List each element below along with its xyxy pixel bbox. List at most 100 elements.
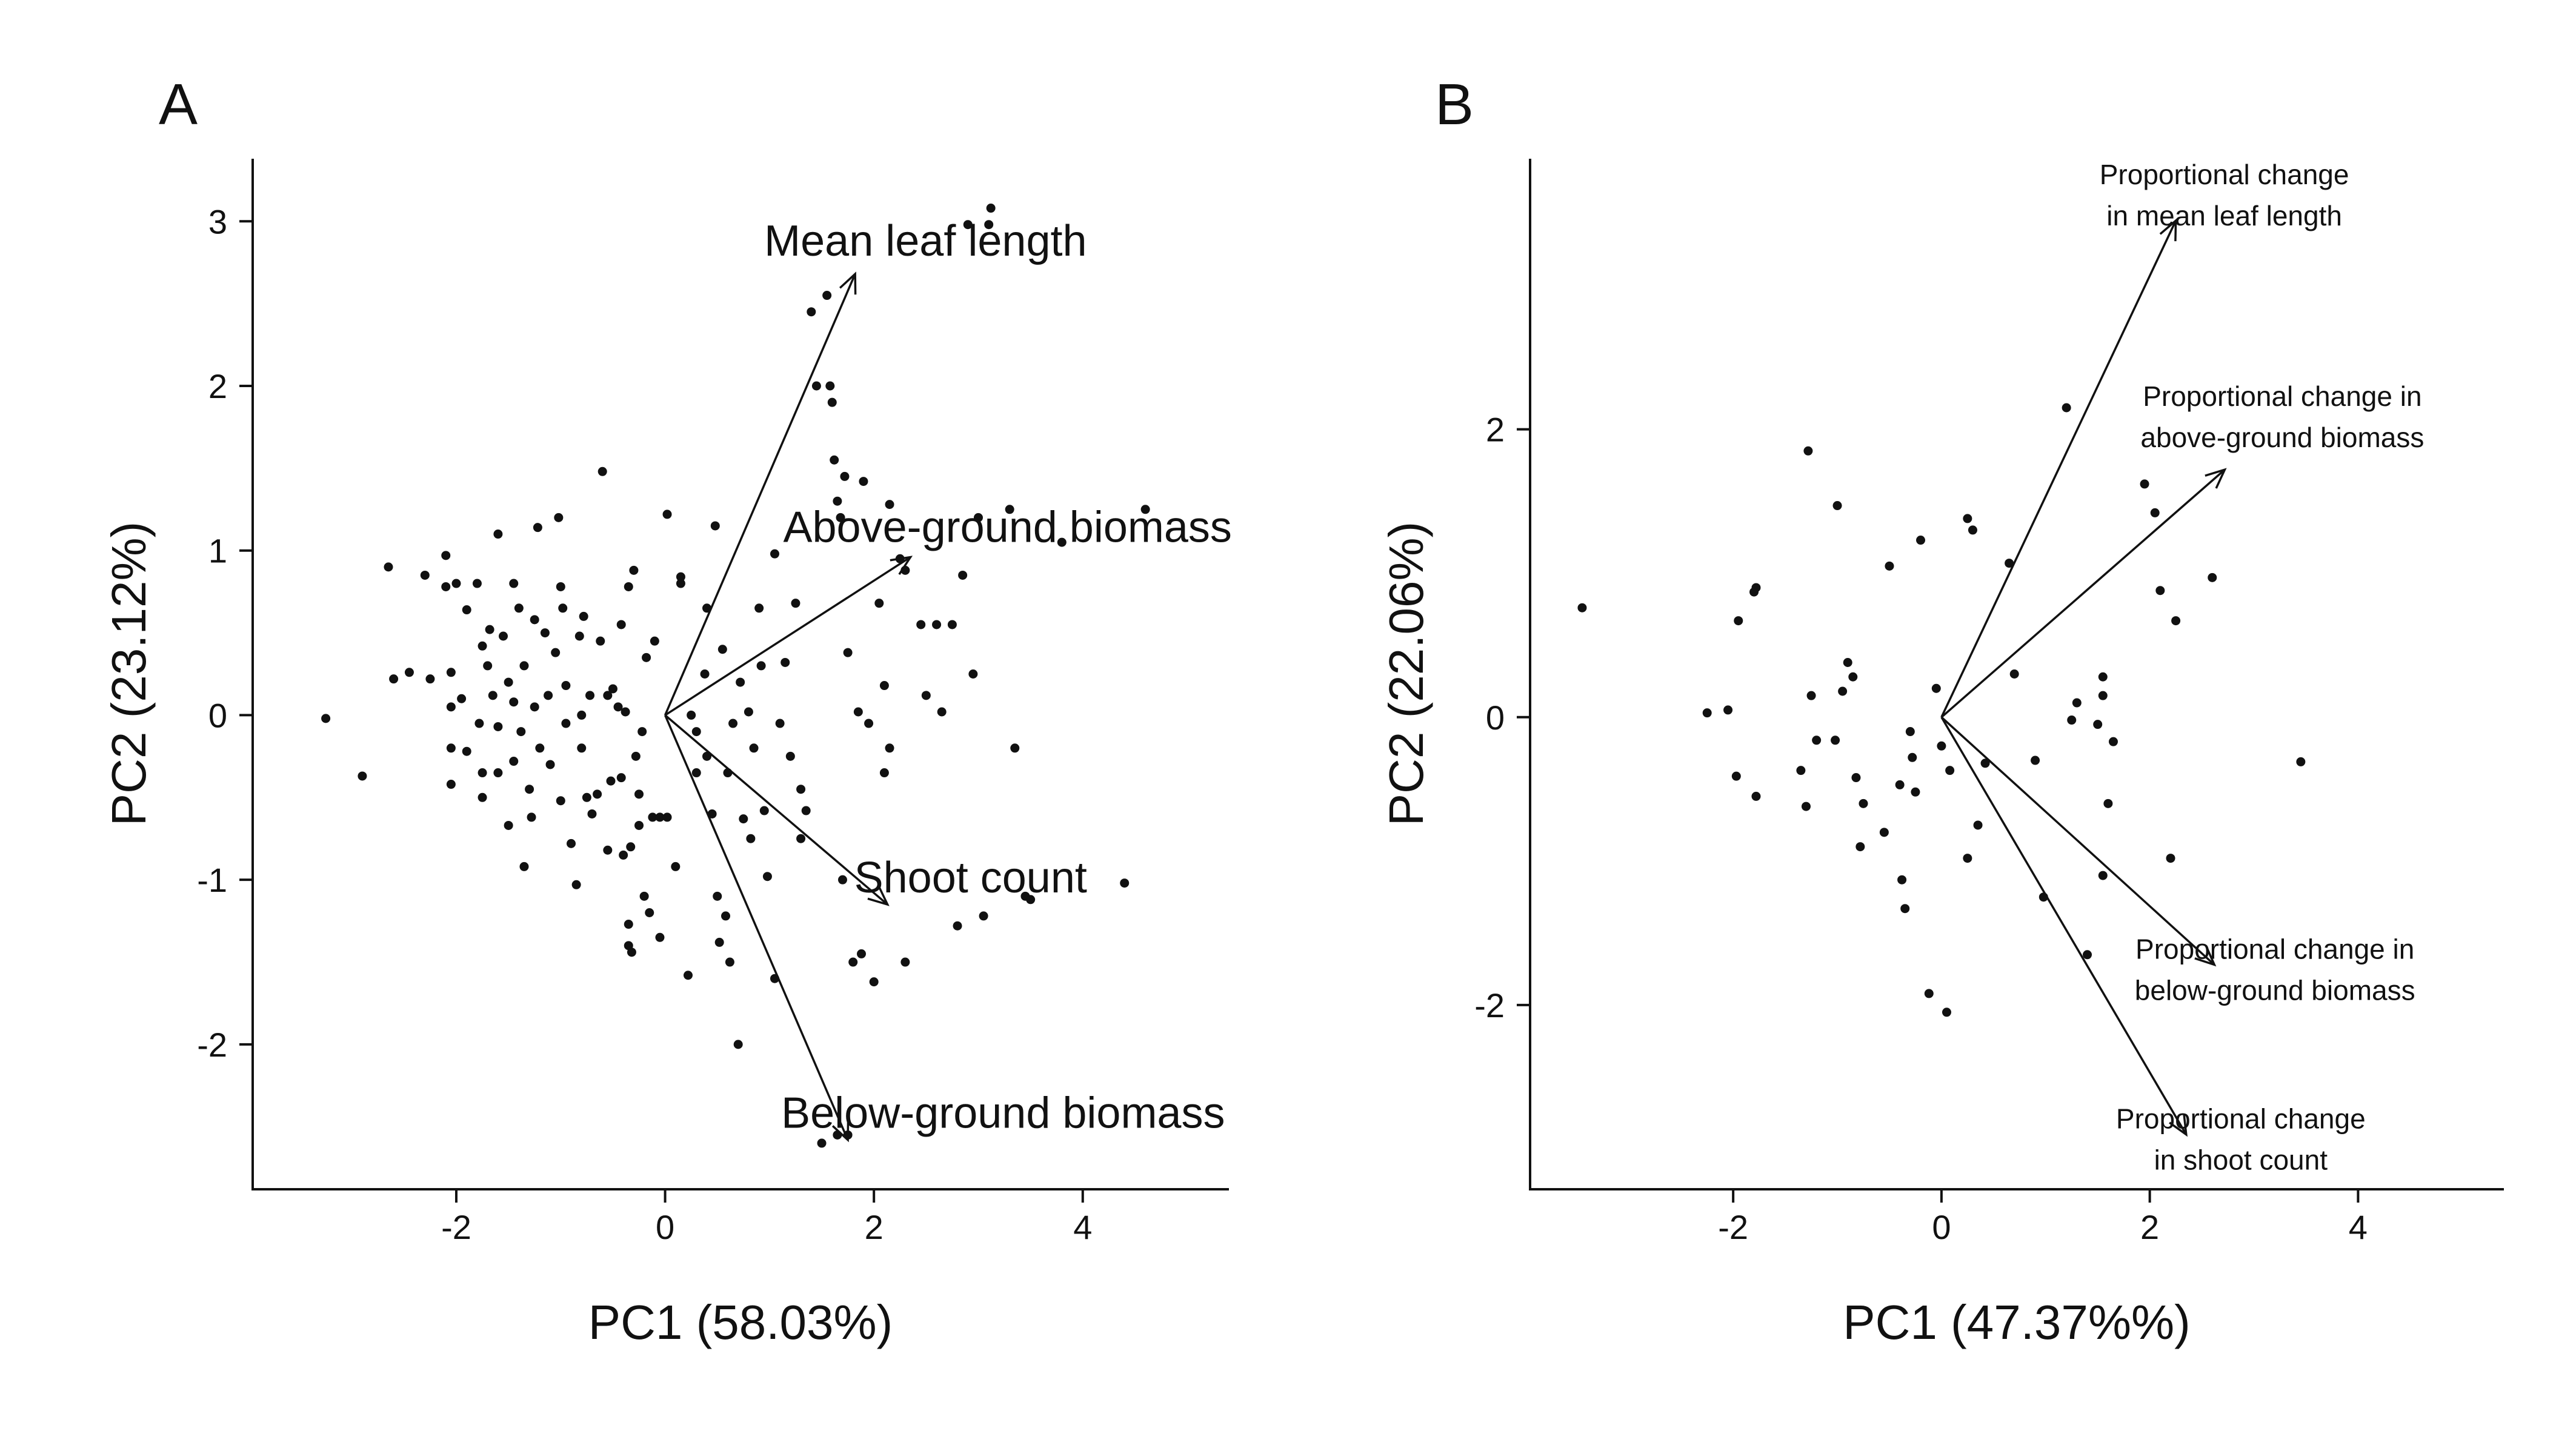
vector-arrowhead [2159, 218, 2177, 242]
data-point [627, 948, 636, 957]
data-point [687, 710, 696, 720]
data-point [462, 746, 471, 756]
data-point [1963, 514, 1972, 523]
data-point [2098, 691, 2108, 700]
data-point [791, 599, 800, 608]
data-point [616, 773, 626, 783]
vector-arrowhead [2169, 1114, 2188, 1137]
y-tick-label: 1 [208, 532, 227, 570]
data-point [2150, 508, 2160, 517]
data-point [1832, 501, 1842, 511]
panel-letter-b: B [1435, 72, 1474, 137]
data-point [582, 792, 591, 802]
data-point [567, 838, 576, 848]
panel-b-vectors: Proportional change in mean leaf lengthPr… [1940, 159, 2424, 1176]
data-point [1911, 787, 1920, 797]
data-point [1968, 525, 1977, 535]
data-point [527, 812, 536, 822]
data-point [1812, 735, 1822, 745]
vector-arrowhead [890, 556, 913, 575]
data-point [561, 681, 571, 691]
vector-arrowhead [2194, 945, 2217, 967]
x-tick-label: 2 [2140, 1208, 2159, 1246]
vector-label: Proportional change in mean leaf length [2100, 159, 2349, 231]
data-point [1577, 603, 1587, 613]
data-point [321, 714, 331, 723]
data-point [478, 641, 487, 651]
panel-a-y-ticks: -2 -1 0 1 2 3 [197, 202, 253, 1064]
data-point [717, 645, 727, 654]
vector-arrowhead [2205, 468, 2227, 489]
data-point [885, 743, 894, 753]
vector-label-line: in mean leaf length [2106, 200, 2342, 231]
data-point [869, 977, 879, 987]
data-point [733, 1040, 743, 1049]
y-tick-label: 0 [208, 696, 227, 734]
data-point [420, 570, 430, 580]
data-point [624, 920, 633, 929]
data-point [1900, 904, 1910, 914]
data-point [634, 820, 644, 830]
data-point [885, 500, 894, 510]
data-point [1942, 1008, 1951, 1017]
data-point [1731, 771, 1741, 781]
data-point [710, 521, 720, 531]
data-point [1963, 854, 1972, 863]
data-point [587, 809, 597, 818]
data-point [986, 204, 996, 213]
data-point [984, 220, 994, 230]
data-point [1905, 727, 1915, 737]
vector-label-line: Proportional change [2116, 1103, 2366, 1135]
data-point [833, 496, 842, 506]
data-point [493, 768, 503, 778]
data-point [947, 620, 957, 629]
data-point [634, 789, 644, 799]
data-point [514, 603, 524, 613]
data-point [1848, 672, 1858, 682]
data-point [702, 751, 712, 761]
data-point [853, 707, 863, 717]
data-point [1806, 691, 1816, 700]
data-point [485, 625, 494, 634]
data-point [472, 579, 482, 588]
data-point [425, 674, 435, 684]
data-point [1879, 828, 1889, 837]
data-point [1851, 773, 1861, 783]
data-point [744, 707, 753, 717]
data-point [596, 636, 605, 646]
data-point [1931, 683, 1941, 693]
loading-vector [1940, 468, 2226, 719]
data-point [525, 785, 534, 794]
vector-arrowhead [839, 271, 857, 295]
data-point [535, 743, 545, 753]
vector-label: Below-ground biomass [781, 1089, 1225, 1137]
data-point [807, 307, 816, 317]
loading-vector [1940, 220, 2177, 718]
data-point [1937, 741, 1946, 751]
data-point [655, 812, 665, 822]
data-point [921, 691, 931, 700]
data-point [655, 932, 665, 942]
panel-b-axes [1529, 159, 2504, 1190]
data-point [756, 661, 766, 671]
data-point [478, 792, 487, 802]
x-tick-label: 4 [1073, 1208, 1092, 1246]
y-tick-label: 0 [1486, 699, 1505, 737]
data-point [840, 471, 850, 481]
data-point [801, 806, 811, 815]
data-point [629, 565, 639, 575]
data-point [1751, 583, 1761, 593]
loading-vector [1940, 716, 2215, 966]
data-point [637, 727, 647, 737]
data-point [650, 636, 659, 646]
data-point [953, 921, 962, 931]
data-point [1026, 895, 1036, 905]
data-point [478, 768, 487, 778]
data-point [1897, 875, 1907, 885]
data-point [1885, 561, 1894, 571]
data-point [739, 814, 748, 824]
data-point [2171, 616, 2181, 626]
data-point [746, 834, 756, 843]
data-point [624, 582, 633, 591]
